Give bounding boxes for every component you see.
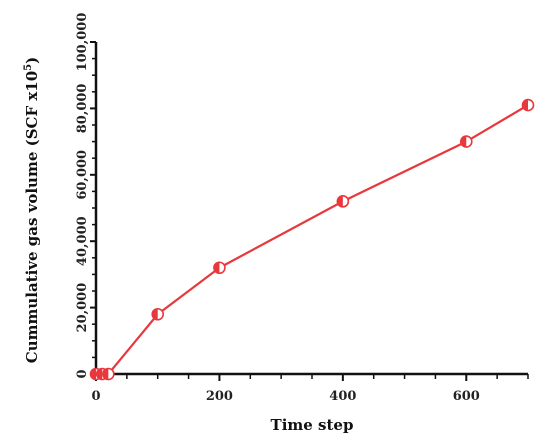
- y-tick-label: 40,000: [75, 216, 90, 266]
- y-axis-title-main: Cummulative gas volume (SCF x10: [23, 71, 41, 363]
- y-tick-label: 100,000: [75, 13, 90, 72]
- y-axis-title-exponent: 5: [23, 64, 34, 71]
- data-point-fill: [522, 99, 528, 111]
- series-layer: [89, 98, 535, 381]
- data-point-fill: [337, 195, 343, 207]
- data-point-fill: [102, 368, 109, 380]
- x-tick-label: 0: [91, 389, 100, 404]
- data-point-fill: [460, 136, 467, 148]
- x-tick-labels: 0 200 400 600: [91, 389, 479, 404]
- y-tick-label: 0: [75, 369, 90, 378]
- data-point-fill: [213, 262, 220, 274]
- data-point-fill: [152, 308, 158, 320]
- x-tick-label: 600: [453, 389, 480, 404]
- y-tick-label: 60,000: [75, 150, 90, 200]
- y-tick-labels: 0 20,000 40,000 60,000 80,000 100,000: [75, 13, 90, 379]
- x-tick-label: 400: [329, 389, 356, 404]
- data-point: [102, 367, 115, 381]
- data-point: [336, 195, 350, 208]
- data-point: [521, 98, 535, 112]
- data-point-fill: [96, 368, 103, 380]
- y-axis-title-close: ): [23, 57, 41, 64]
- x-axis-title: Time step: [271, 416, 354, 434]
- major-ticks: [90, 41, 468, 381]
- y-tick-label: 20,000: [75, 283, 90, 333]
- data-point: [151, 307, 165, 321]
- y-tick-label: 80,000: [75, 84, 90, 134]
- data-point-fill: [90, 368, 96, 380]
- y-axis-title: Cummulative gas volume (SCF x105): [23, 57, 41, 364]
- x-tick-label: 200: [206, 389, 233, 404]
- data-point: [459, 135, 473, 148]
- data-point: [213, 261, 226, 275]
